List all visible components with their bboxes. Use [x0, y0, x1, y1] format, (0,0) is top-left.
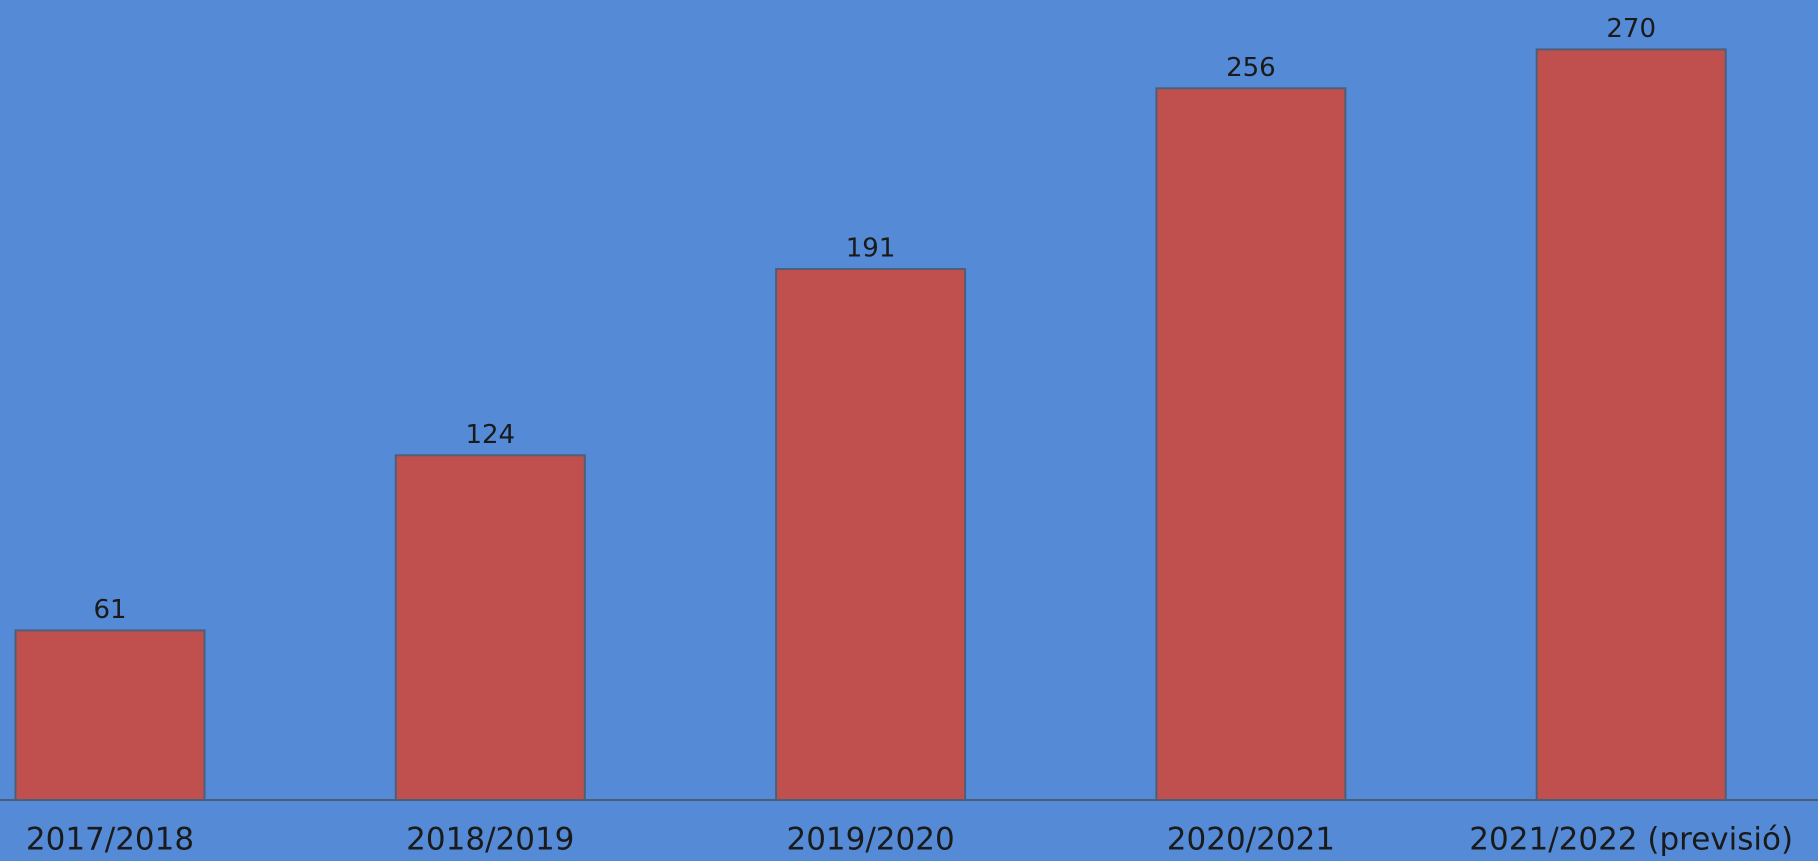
bar [1535, 48, 1727, 801]
x-tick-label: 2018/2019 [406, 822, 574, 858]
bar [394, 454, 586, 801]
x-tick-label: 2020/2021 [1167, 822, 1335, 858]
bar [14, 629, 206, 801]
x-tick-label: 2021/2022 (previsió) [1469, 822, 1793, 858]
x-tick-label: 2019/2020 [786, 822, 954, 858]
data-label: 256 [1226, 53, 1276, 83]
bar [775, 268, 967, 801]
bar [1155, 87, 1347, 801]
data-label: 191 [846, 234, 896, 264]
x-tick-label: 2017/2018 [26, 822, 194, 858]
data-label: 124 [465, 420, 515, 450]
data-label: 61 [93, 595, 126, 625]
data-label: 270 [1606, 14, 1656, 44]
